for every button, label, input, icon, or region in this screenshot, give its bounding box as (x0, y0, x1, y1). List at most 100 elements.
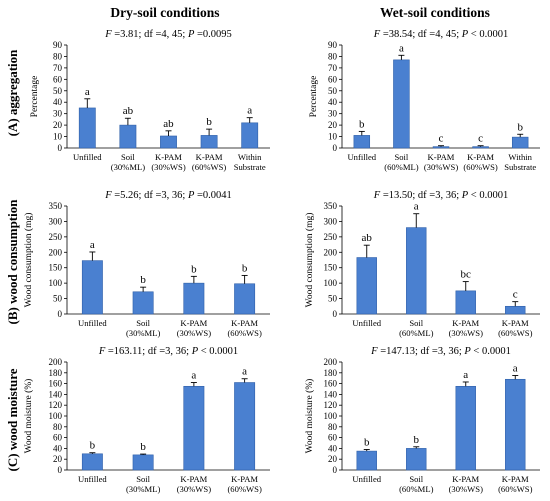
category-label: Unfilled (352, 318, 381, 328)
category-label: Unfilled (78, 474, 107, 484)
stats-line: F =3.81; df =4, 45; P =0.0095 (104, 29, 232, 40)
column-header-dry: Dry-soil conditions (110, 5, 219, 20)
y-tick-label: 80 (53, 422, 63, 432)
significance-letter: ab (163, 118, 174, 130)
y-tick-label: 300 (49, 216, 63, 226)
significance-letter: b (140, 441, 146, 453)
y-axis-label: Wood consumption (mg) (23, 213, 34, 308)
stats-text: =0.0041 (194, 190, 231, 201)
y-tick-label: 60 (53, 74, 63, 84)
bar (234, 283, 256, 315)
category-label: (60%ML) (384, 162, 419, 172)
stats-text: < 0.0001 (198, 346, 238, 357)
stats-symbol: P (463, 346, 471, 357)
bar (183, 282, 205, 315)
category-label: (60%WS) (498, 328, 533, 338)
y-tick-label: 30 (328, 109, 338, 119)
y-tick-label: 0 (58, 465, 63, 475)
significance-letter: b (517, 121, 523, 133)
category-label: (30%WS) (424, 162, 459, 172)
y-tick-label: 300 (324, 216, 338, 226)
significance-letter: a (513, 363, 518, 375)
stats-text: < 0.0001 (468, 29, 508, 40)
y-tick-label: 0 (58, 309, 63, 319)
category-label: K-PAM (180, 318, 207, 328)
bar (393, 59, 410, 149)
y-tick-label: 50 (328, 294, 338, 304)
y-tick-label: 100 (49, 278, 63, 288)
significance-letter: b (242, 262, 248, 274)
y-tick-label: 40 (328, 97, 338, 107)
bar (183, 385, 205, 471)
y-tick-label: 120 (49, 400, 63, 410)
stats-symbol: F (104, 29, 112, 40)
chart-panel-A-dry: F =3.81; df =4, 45; P =0.0095 Percentage 0… (30, 29, 270, 172)
significance-letter: a (463, 369, 468, 381)
stats-line: F =147.13; df =3, 36; P < 0.0001 (370, 346, 511, 357)
y-tick-label: 150 (324, 263, 338, 273)
y-tick-label: 0 (333, 143, 338, 153)
category-label: K-PAM (452, 318, 479, 328)
chart-panel-C-wet: F =147.13; df =3, 36; P < 0.0001 Wood moi… (304, 346, 540, 494)
y-tick-label: 0 (333, 309, 338, 319)
stats-text: < 0.0001 (468, 190, 508, 201)
category-label: (30%ML) (126, 328, 161, 338)
bar (78, 107, 96, 149)
y-tick-label: 30 (53, 109, 63, 119)
category-label: (60%WS) (227, 484, 262, 494)
y-tick-label: 160 (49, 379, 63, 389)
bar (353, 135, 371, 149)
bar (119, 124, 137, 149)
stats-symbol: P (187, 190, 195, 201)
significance-letter: bc (461, 269, 472, 281)
significance-letter: a (399, 42, 404, 54)
y-tick-label: 200 (324, 247, 338, 257)
stats-text: =147.13; df =3, 36; (378, 346, 465, 357)
bar (132, 291, 154, 315)
bar (241, 122, 259, 149)
y-tick-label: 140 (324, 389, 338, 399)
bar (234, 382, 256, 471)
stats-line: F =163.11; df =3, 36; P < 0.0001 (98, 346, 238, 357)
row-label-aggregation: (A) aggregation (5, 49, 20, 137)
y-tick-label: 20 (328, 120, 338, 130)
significance-letter: ab (362, 232, 373, 244)
stats-symbol: P (461, 190, 469, 201)
category-label: Soil (121, 152, 135, 162)
category-label: (30%WS) (151, 162, 186, 172)
significance-letter: b (191, 263, 197, 275)
bar (406, 448, 427, 471)
category-label: K-PAM (231, 474, 258, 484)
stats-symbol: P (191, 346, 199, 357)
y-axis-label: Wood moisture (%) (23, 379, 34, 454)
significance-letter: c (513, 289, 518, 301)
y-tick-label: 150 (49, 263, 63, 273)
bar (406, 227, 427, 315)
significance-letter: b (206, 116, 212, 128)
y-tick-label: 90 (328, 40, 338, 50)
category-label: Within (238, 152, 262, 162)
category-label: (60%WS) (227, 328, 262, 338)
significance-letter: a (414, 201, 419, 213)
y-tick-label: 250 (49, 232, 63, 242)
y-tick-label: 50 (328, 86, 338, 96)
y-tick-label: 80 (328, 422, 338, 432)
stats-symbol: P (187, 29, 195, 40)
significance-letter: c (439, 133, 444, 145)
bar (200, 135, 218, 149)
y-tick-label: 40 (53, 97, 63, 107)
stats-text: =3.81; df =4, 45; (112, 29, 188, 40)
bar (356, 450, 377, 471)
y-tick-label: 140 (49, 389, 63, 399)
category-label: (30%WS) (449, 328, 484, 338)
category-label: (30%ML) (111, 162, 146, 172)
significance-letter: ab (123, 105, 134, 117)
stats-symbol: F (98, 346, 106, 357)
category-label: Unfilled (78, 318, 107, 328)
significance-letter: a (85, 86, 90, 98)
y-tick-label: 50 (53, 294, 63, 304)
category-label: Substrate (234, 162, 266, 172)
bar (505, 378, 526, 471)
y-axis-label: Percentage (309, 76, 319, 118)
y-tick-label: 200 (324, 357, 338, 367)
